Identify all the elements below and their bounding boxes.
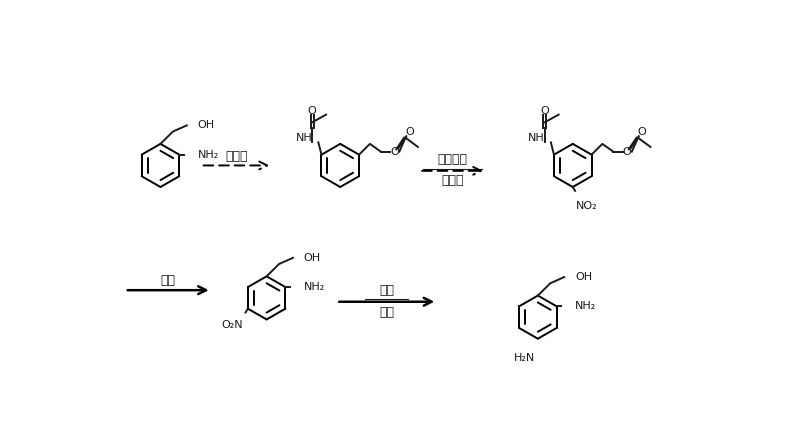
Text: H₂N: H₂N (514, 353, 534, 363)
Text: NO₂: NO₂ (576, 201, 598, 211)
Text: O: O (540, 106, 549, 116)
Text: O: O (638, 127, 646, 136)
Text: NH: NH (295, 133, 312, 143)
Text: 钯炭: 钯炭 (379, 284, 394, 297)
Text: OH: OH (304, 253, 321, 263)
Text: O: O (390, 147, 399, 157)
Text: NH₂: NH₂ (575, 301, 597, 311)
Text: OH: OH (198, 121, 214, 130)
Text: O: O (308, 106, 317, 116)
Text: O: O (623, 147, 631, 157)
Text: NH: NH (528, 133, 545, 143)
Text: 发烟硝酸: 发烟硝酸 (438, 153, 468, 166)
Text: NH₂: NH₂ (304, 282, 326, 292)
Text: O₂N: O₂N (222, 320, 243, 330)
Text: 浓硫酸: 浓硫酸 (442, 174, 464, 187)
Text: 甲醇: 甲醇 (379, 306, 394, 319)
Text: 乙酸酐: 乙酸酐 (225, 150, 248, 163)
Text: 水解: 水解 (161, 275, 176, 287)
Text: O: O (405, 127, 414, 136)
Text: NH₂: NH₂ (198, 150, 219, 160)
Text: OH: OH (575, 272, 592, 282)
